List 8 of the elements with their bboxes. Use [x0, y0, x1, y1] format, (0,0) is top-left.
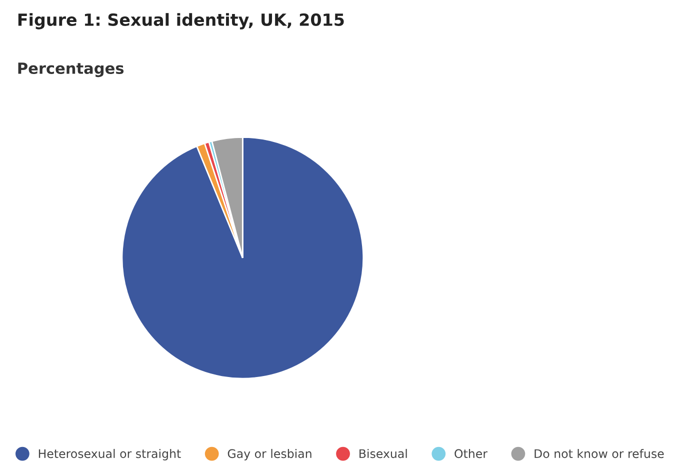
pie-slice: [121, 136, 364, 380]
chart-subtitle: Percentages: [18, 62, 124, 78]
legend-label: Bisexual: [360, 448, 407, 458]
legend-label: Do not know or refuse: [534, 448, 664, 458]
legend-label: Other: [454, 448, 488, 458]
chart-title: Figure 1: Sexual identity, UK, 2015: [18, 13, 344, 30]
legend-label: Heterosexual or straight: [38, 448, 181, 460]
legend-label: Gay or lesbian: [228, 448, 312, 460]
